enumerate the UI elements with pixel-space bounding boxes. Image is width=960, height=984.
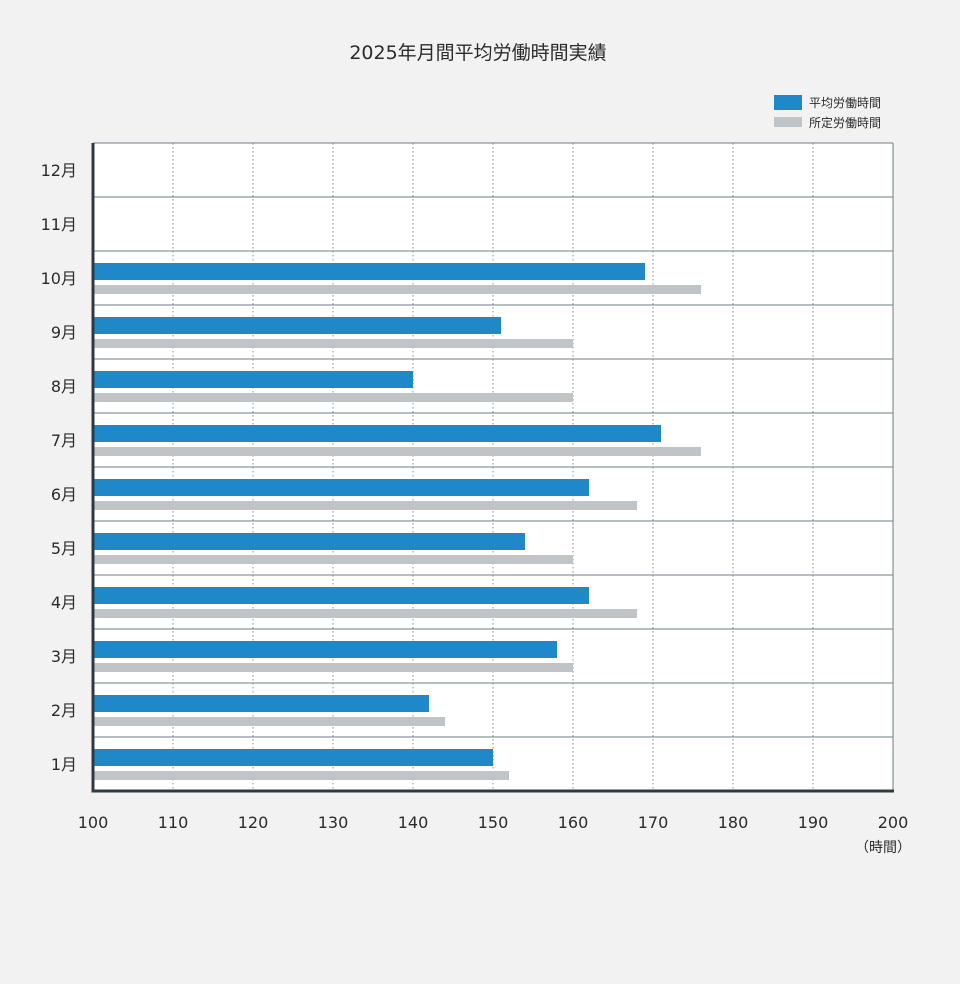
chart-title: 2025年月間平均労働時間実績: [349, 42, 606, 64]
bars: [93, 263, 701, 780]
y-tick-label: 7月: [51, 431, 77, 450]
bar-scheduled-hours: [93, 663, 573, 672]
axes: [91, 142, 894, 793]
x-tick-label: 150: [478, 813, 509, 832]
legend-label-scheduled: 所定労働時間: [809, 115, 881, 130]
y-tick-label: 2月: [51, 701, 77, 720]
bar-avg-hours: [93, 371, 413, 388]
y-tick-label: 8月: [51, 377, 77, 396]
bar-avg-hours: [93, 533, 525, 550]
x-tick-label: 120: [238, 813, 269, 832]
bar-avg-hours: [93, 317, 501, 334]
bar-scheduled-hours: [93, 285, 701, 294]
y-axis-labels: 12月 11月 10月 9月 8月 7月 6月 5月 4月 3月 2月 1月: [41, 161, 77, 774]
bar-scheduled-hours: [93, 609, 637, 618]
legend: 平均労働時間 所定労働時間: [774, 95, 881, 130]
grid: [93, 143, 893, 791]
x-tick-label: 170: [638, 813, 669, 832]
bar-avg-hours: [93, 749, 493, 766]
bar-avg-hours: [93, 425, 661, 442]
y-tick-label: 6月: [51, 485, 77, 504]
y-tick-label: 9月: [51, 323, 77, 342]
bar-scheduled-hours: [93, 447, 701, 456]
legend-label-avg: 平均労働時間: [809, 96, 881, 110]
bar-scheduled-hours: [93, 771, 509, 780]
bar-scheduled-hours: [93, 393, 573, 402]
bar-avg-hours: [93, 479, 589, 496]
bar-avg-hours: [93, 695, 429, 712]
x-axis-unit-label: （時間）: [855, 840, 911, 856]
y-tick-label: 11月: [41, 215, 77, 234]
x-tick-label: 160: [558, 813, 589, 832]
bar-scheduled-hours: [93, 339, 573, 348]
bar-avg-hours: [93, 587, 589, 604]
y-tick-label: 1月: [51, 755, 77, 774]
bar-avg-hours: [93, 641, 557, 658]
x-tick-label: 110: [158, 813, 189, 832]
y-tick-label: 5月: [51, 539, 77, 558]
bar-scheduled-hours: [93, 555, 573, 564]
x-tick-label: 140: [398, 813, 429, 832]
y-tick-label: 10月: [41, 269, 77, 288]
bar-scheduled-hours: [93, 717, 445, 726]
legend-swatch-scheduled: [774, 117, 802, 127]
x-tick-label: 200: [878, 813, 909, 832]
x-axis-labels: 100 110 120 130 140 150 160 170 180 190 200: [78, 813, 909, 832]
x-tick-label: 190: [798, 813, 829, 832]
y-tick-label: 3月: [51, 647, 77, 666]
y-tick-label: 12月: [41, 161, 77, 180]
x-tick-label: 180: [718, 813, 749, 832]
bar-scheduled-hours: [93, 501, 637, 510]
x-tick-label: 100: [78, 813, 109, 832]
x-tick-label: 130: [318, 813, 349, 832]
legend-swatch-avg: [774, 95, 802, 110]
y-tick-label: 4月: [51, 593, 77, 612]
bar-avg-hours: [93, 263, 645, 280]
